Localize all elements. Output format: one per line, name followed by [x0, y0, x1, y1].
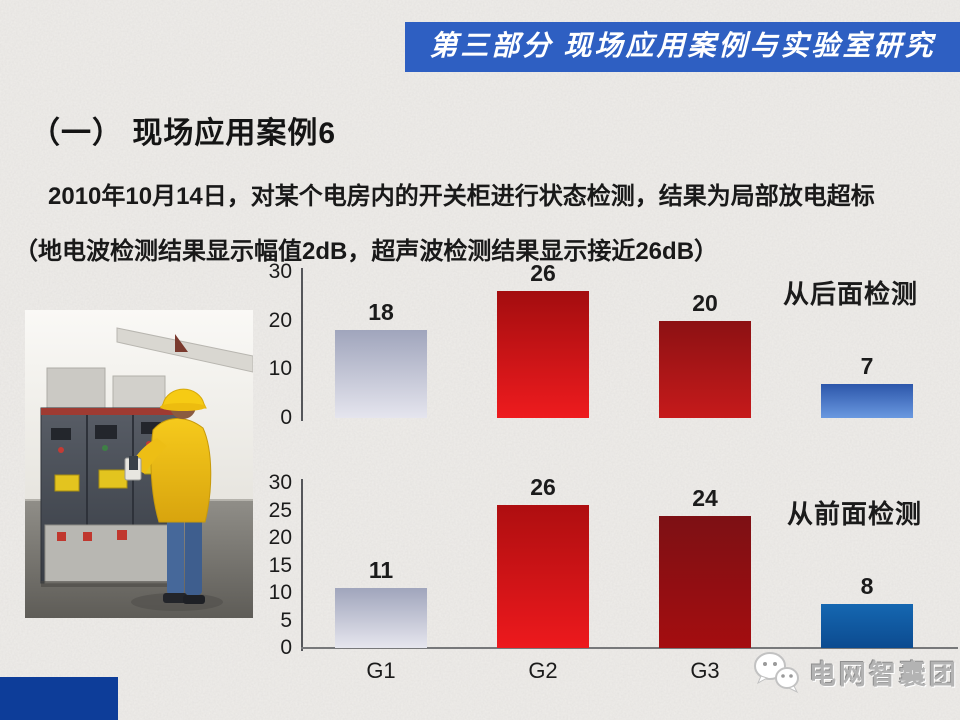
y-tick-label: 25	[268, 498, 292, 522]
bar	[335, 330, 427, 418]
bar-value-label: 18	[368, 299, 394, 325]
y-tick-label: 30	[268, 471, 292, 494]
bar-value-label: 8	[860, 573, 874, 599]
bar	[497, 291, 589, 418]
bar-value-label: 11	[368, 557, 394, 583]
y-tick-label: 5	[280, 608, 292, 632]
y-tick-label: 20	[268, 308, 292, 332]
header-banner: 第三部分 现场应用案例与实验室研究	[405, 22, 960, 72]
bar-value-label: 26	[530, 474, 556, 500]
y-tick-label: 0	[280, 636, 292, 659]
page-title: （一） 现场应用案例6	[30, 117, 337, 150]
footer-accent-rect	[0, 677, 118, 720]
x-tick-label: G3	[690, 658, 720, 683]
x-tick-label: G1	[366, 658, 396, 683]
body-paragraph-line-2: （地电波检测结果显示幅值2dB，超声波检测结果显示接近26dB）	[14, 238, 719, 265]
bar	[821, 604, 913, 648]
y-tick-label: 20	[268, 526, 292, 549]
wechat-chat-bubbles-icon	[754, 652, 799, 694]
bar	[497, 505, 589, 648]
body-paragraph-line-1: 2010年10月14日，对某个电房内的开关柜进行状态检测，结果为局部放电超标	[48, 183, 875, 210]
bar-value-label: 20	[692, 290, 718, 316]
bar-value-label: 24	[692, 485, 718, 511]
bar-value-label: 7	[860, 353, 874, 379]
chart-annotation: 从前面检测	[787, 499, 923, 529]
chart-y-axis-line	[301, 479, 303, 651]
x-tick-label: G2	[528, 658, 558, 683]
bar	[659, 321, 751, 418]
header-banner-text: 第三部分 现场应用案例与实验室研究	[429, 31, 936, 62]
chart-annotation: 从后面检测	[783, 279, 919, 309]
y-tick-label: 0	[280, 406, 292, 429]
y-tick-label: 10	[268, 581, 292, 604]
y-tick-label: 10	[268, 357, 292, 381]
bar	[821, 384, 913, 418]
y-tick-label: 15	[268, 553, 292, 577]
bar	[659, 516, 751, 648]
watermark-text: 电网智囊团	[809, 659, 959, 690]
bar	[335, 588, 427, 648]
chart-y-axis-line	[301, 268, 303, 421]
watermark: 电网智囊团	[753, 650, 959, 694]
